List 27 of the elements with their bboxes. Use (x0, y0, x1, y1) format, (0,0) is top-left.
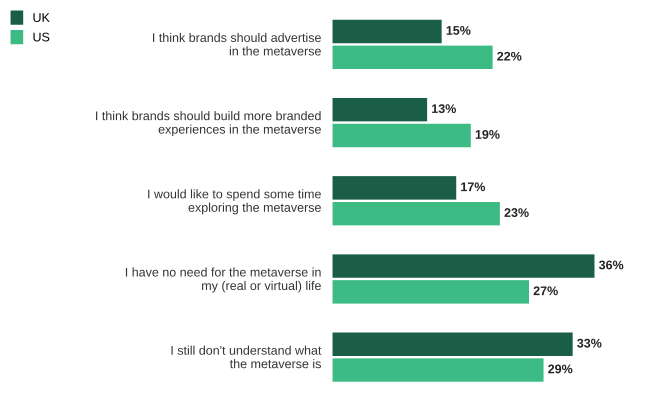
legend-label: UK (33, 13, 50, 22)
y-tick-label: I think brands should build more branded experiences in the metaverse (96, 111, 321, 136)
legend-label: US (33, 32, 50, 42)
data-label: 17% (461, 182, 486, 192)
y-tick-label: I think brands should advertise in the metaverse (153, 32, 321, 56)
bar (332, 280, 529, 304)
y-tick-label: I would like to spend some time exploring the metaverse (148, 189, 321, 214)
data-label: 36% (598, 260, 624, 270)
data-label: 29% (548, 364, 572, 374)
bar (332, 124, 471, 148)
bar (332, 176, 456, 200)
bar (332, 46, 493, 70)
bar (332, 20, 442, 44)
bar (332, 254, 594, 278)
data-label: 33% (577, 338, 602, 348)
data-label: 22% (497, 52, 522, 61)
bar (332, 202, 500, 226)
data-label: 19% (476, 130, 500, 139)
data-label: 23% (504, 208, 529, 218)
bar (332, 332, 573, 356)
bar (332, 98, 428, 122)
data-label: 13% (432, 104, 456, 114)
data-label: 27% (534, 286, 558, 296)
bar (332, 358, 544, 382)
data-label: 15% (446, 26, 471, 35)
y-tick-label: I have no need for the metaverse in my (real or virtual) life (126, 267, 321, 293)
y-tick-label: I still don't understand what the metaverse is (171, 346, 322, 368)
